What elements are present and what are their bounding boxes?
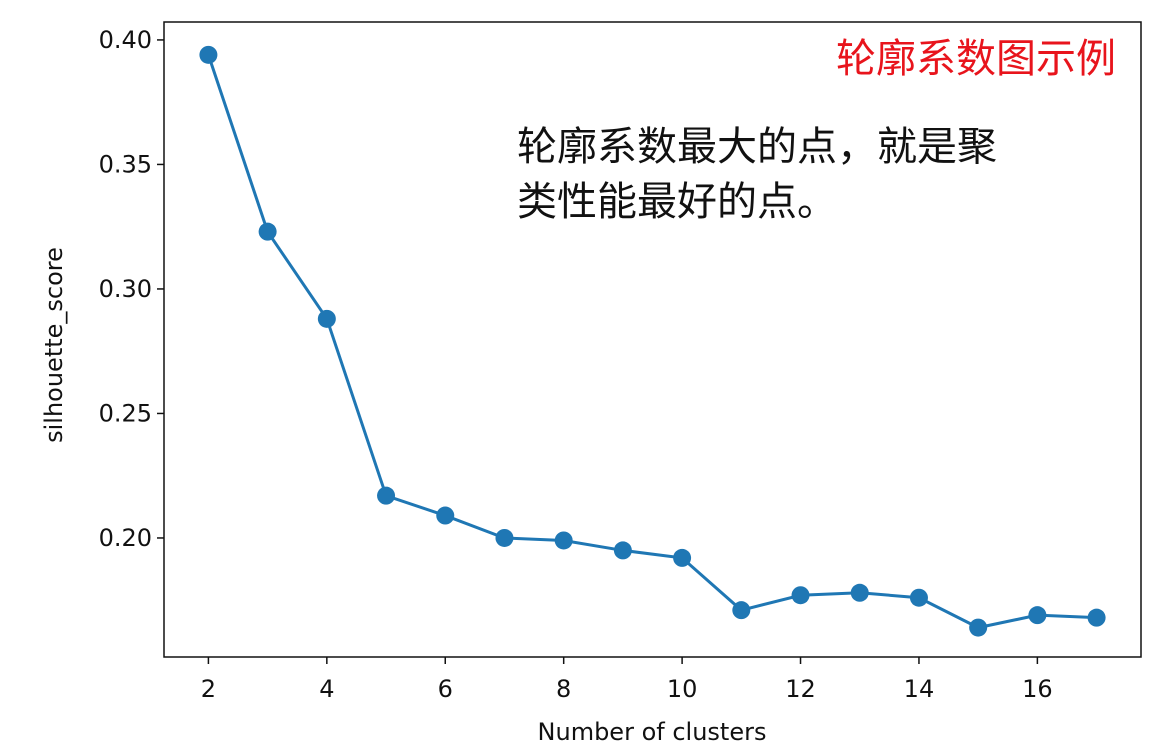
point xyxy=(850,583,869,602)
point xyxy=(199,45,218,64)
x-tick-label: 2 xyxy=(201,675,216,703)
point xyxy=(495,528,514,547)
point xyxy=(436,506,455,525)
point xyxy=(377,486,396,505)
point xyxy=(1028,606,1047,625)
y-tick-label: 0.40 xyxy=(99,26,152,54)
x-tick-label: 14 xyxy=(904,675,935,703)
x-tick-label: 6 xyxy=(438,675,453,703)
x-tick-label: 4 xyxy=(319,675,334,703)
x-axis-label: Number of clusters xyxy=(538,718,767,746)
x-tick-label: 12 xyxy=(785,675,816,703)
point xyxy=(1087,608,1106,627)
annotation: 轮廓系数最大的点，就是聚 xyxy=(517,124,997,170)
x-tick-label: 16 xyxy=(1022,675,1053,703)
point xyxy=(554,531,573,550)
y-tick-label: 0.30 xyxy=(99,275,152,303)
y-tick-label: 0.35 xyxy=(99,150,152,178)
point xyxy=(613,541,632,560)
chart-title: 轮廓系数图示例 xyxy=(836,36,1116,82)
y-tick-label: 0.20 xyxy=(99,524,152,552)
x-tick-label: 8 xyxy=(556,675,571,703)
y-axis-label: silhouette_score xyxy=(40,247,68,443)
point xyxy=(791,586,810,605)
point xyxy=(909,588,928,607)
line xyxy=(206,54,1097,630)
plot-frame xyxy=(163,21,1142,658)
annotation: 类性能最好的点。 xyxy=(517,179,837,225)
point xyxy=(969,618,988,637)
x-tick-label: 10 xyxy=(667,675,698,703)
point xyxy=(258,222,277,241)
point xyxy=(673,548,692,567)
point xyxy=(732,601,751,620)
point xyxy=(317,309,336,328)
y-tick-label: 0.25 xyxy=(99,399,152,427)
